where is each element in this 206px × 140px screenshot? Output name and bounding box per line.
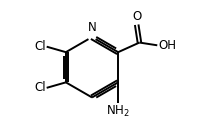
Text: O: O xyxy=(132,10,141,23)
Text: NH$_2$: NH$_2$ xyxy=(106,104,130,119)
Text: N: N xyxy=(88,21,96,34)
Text: OH: OH xyxy=(158,39,176,52)
Text: Cl: Cl xyxy=(34,81,46,94)
Text: Cl: Cl xyxy=(34,40,46,53)
